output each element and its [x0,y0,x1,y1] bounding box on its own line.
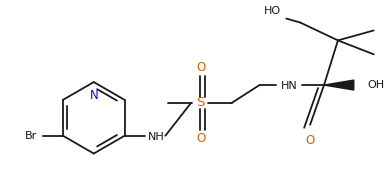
Text: N: N [89,89,98,102]
Text: NH: NH [148,132,165,142]
Text: OH: OH [367,80,384,90]
Text: O: O [305,134,315,147]
Text: HO: HO [264,6,281,16]
Text: S: S [196,96,204,109]
Text: Br: Br [25,131,37,141]
Text: O: O [196,61,205,74]
Text: HN: HN [281,81,298,91]
Text: O: O [196,132,205,145]
Polygon shape [324,80,354,90]
